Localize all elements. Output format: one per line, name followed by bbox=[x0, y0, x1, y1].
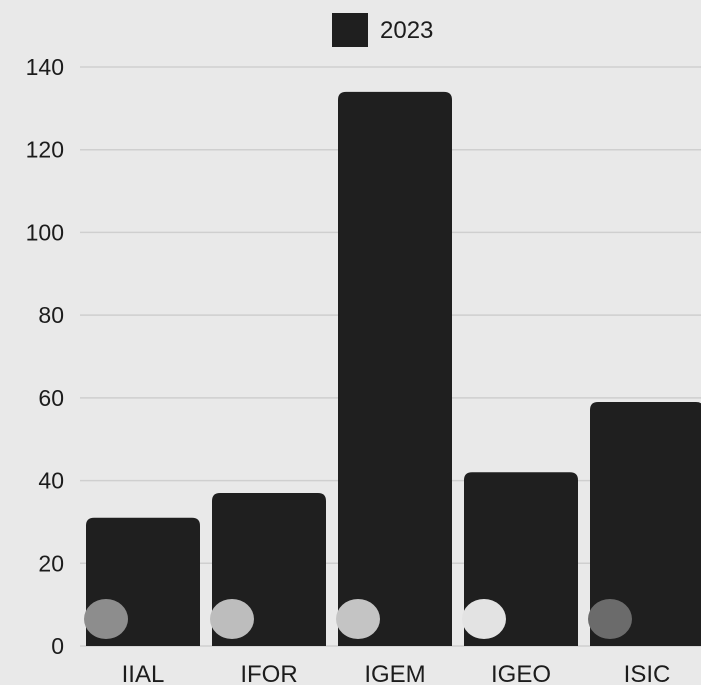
y-tick-label: 20 bbox=[38, 550, 64, 576]
bar-marker bbox=[588, 599, 632, 639]
x-tick-label: ISIC bbox=[624, 661, 671, 685]
y-tick-label: 140 bbox=[26, 54, 64, 80]
x-tick-label: IGEM bbox=[364, 661, 425, 685]
y-tick-label: 60 bbox=[38, 385, 64, 411]
y-axis-ticks: 0 20 40 60 80 100 120 140 bbox=[26, 54, 64, 659]
bar-marker bbox=[84, 599, 128, 639]
bar-markers bbox=[84, 599, 632, 639]
x-tick-label: IFOR bbox=[240, 661, 297, 685]
y-tick-label: 120 bbox=[26, 137, 64, 163]
y-tick-label: 80 bbox=[38, 302, 64, 328]
y-tick-label: 0 bbox=[51, 633, 64, 659]
bar-marker bbox=[336, 599, 380, 639]
legend-label: 2023 bbox=[380, 17, 433, 44]
x-axis-labels: IIAL IFOR IGEM IGEO ISIC bbox=[122, 661, 671, 685]
legend-swatch bbox=[332, 13, 368, 47]
x-tick-label: IIAL bbox=[122, 661, 165, 685]
bar-marker bbox=[462, 599, 506, 639]
x-tick-label: IGEO bbox=[491, 661, 551, 685]
bar-isic[interactable] bbox=[590, 401, 701, 646]
legend[interactable]: 2023 bbox=[332, 13, 433, 47]
bar-marker bbox=[210, 599, 254, 639]
bar-igem[interactable] bbox=[338, 91, 452, 647]
bars bbox=[86, 91, 701, 647]
y-tick-label: 40 bbox=[38, 468, 64, 494]
y-tick-label: 100 bbox=[26, 219, 64, 245]
